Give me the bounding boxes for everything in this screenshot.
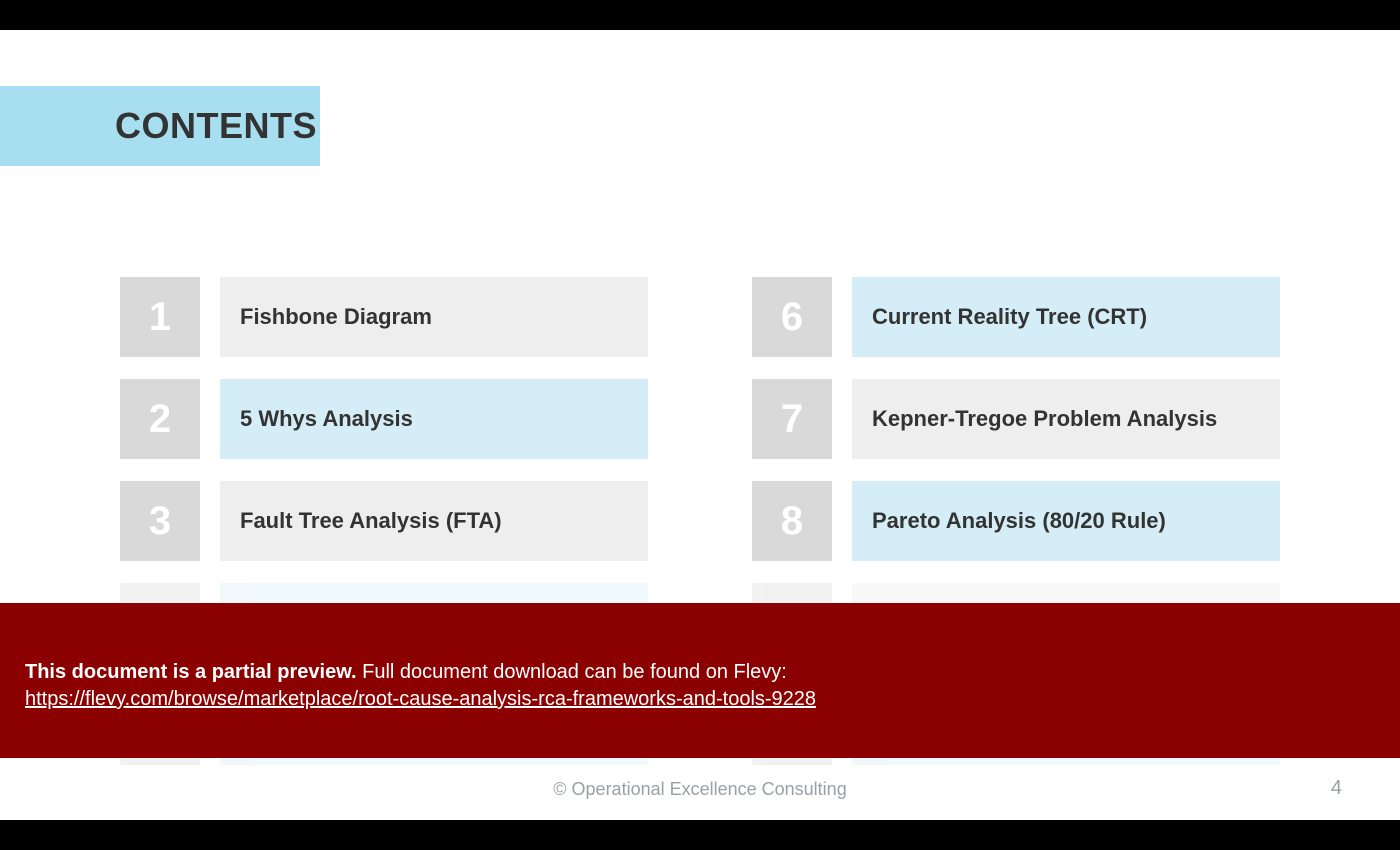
contents-row: 7 Kepner-Tregoe Problem Analysis xyxy=(752,379,1280,459)
title-block: CONTENTS xyxy=(0,86,320,166)
banner-link[interactable]: https://flevy.com/browse/marketplace/roo… xyxy=(25,688,816,710)
item-number: 1 xyxy=(149,295,171,340)
item-label: Pareto Analysis (80/20 Rule) xyxy=(872,508,1166,534)
item-label: Fishbone Diagram xyxy=(240,304,432,330)
item-label: Fault Tree Analysis (FTA) xyxy=(240,508,502,534)
item-label-box: Fault Tree Analysis (FTA) xyxy=(220,481,648,561)
item-number-box: 3 xyxy=(120,481,200,561)
copyright: © Operational Excellence Consulting xyxy=(553,779,846,800)
item-label-box: Fishbone Diagram xyxy=(220,277,648,357)
banner-line-1: This document is a partial preview. Full… xyxy=(25,659,1400,686)
item-number-box: 2 xyxy=(120,379,200,459)
item-label-box: 5 Whys Analysis xyxy=(220,379,648,459)
item-label-box: Current Reality Tree (CRT) xyxy=(852,277,1280,357)
item-number-box: 7 xyxy=(752,379,832,459)
banner-line-2: https://flevy.com/browse/marketplace/roo… xyxy=(25,686,1400,713)
item-number: 2 xyxy=(149,397,171,442)
item-label: 5 Whys Analysis xyxy=(240,406,413,432)
item-number-box: 1 xyxy=(120,277,200,357)
item-label: Kepner-Tregoe Problem Analysis xyxy=(872,406,1217,432)
item-number: 6 xyxy=(781,295,803,340)
footer: © Operational Excellence Consulting xyxy=(0,779,1400,800)
item-number: 3 xyxy=(149,499,171,544)
banner-bold: This document is a partial preview. xyxy=(25,661,357,683)
contents-row: 2 5 Whys Analysis xyxy=(120,379,648,459)
item-number: 8 xyxy=(781,499,803,544)
item-number: 7 xyxy=(781,397,803,442)
item-label: Current Reality Tree (CRT) xyxy=(872,304,1147,330)
slide: CONTENTS 1 Fishbone Diagram 2 5 Whys Analys… xyxy=(0,30,1400,820)
contents-row: 1 Fishbone Diagram xyxy=(120,277,648,357)
contents-row: 8 Pareto Analysis (80/20 Rule) xyxy=(752,481,1280,561)
contents-row: 6 Current Reality Tree (CRT) xyxy=(752,277,1280,357)
item-label-box: Kepner-Tregoe Problem Analysis xyxy=(852,379,1280,459)
item-number-box: 8 xyxy=(752,481,832,561)
contents-row: 3 Fault Tree Analysis (FTA) xyxy=(120,481,648,561)
preview-banner: This document is a partial preview. Full… xyxy=(0,603,1400,758)
page-title: CONTENTS xyxy=(115,105,317,147)
page-number: 4 xyxy=(1331,777,1342,800)
item-label-box: Pareto Analysis (80/20 Rule) xyxy=(852,481,1280,561)
item-number-box: 6 xyxy=(752,277,832,357)
banner-rest: Full document download can be found on F… xyxy=(357,661,787,683)
